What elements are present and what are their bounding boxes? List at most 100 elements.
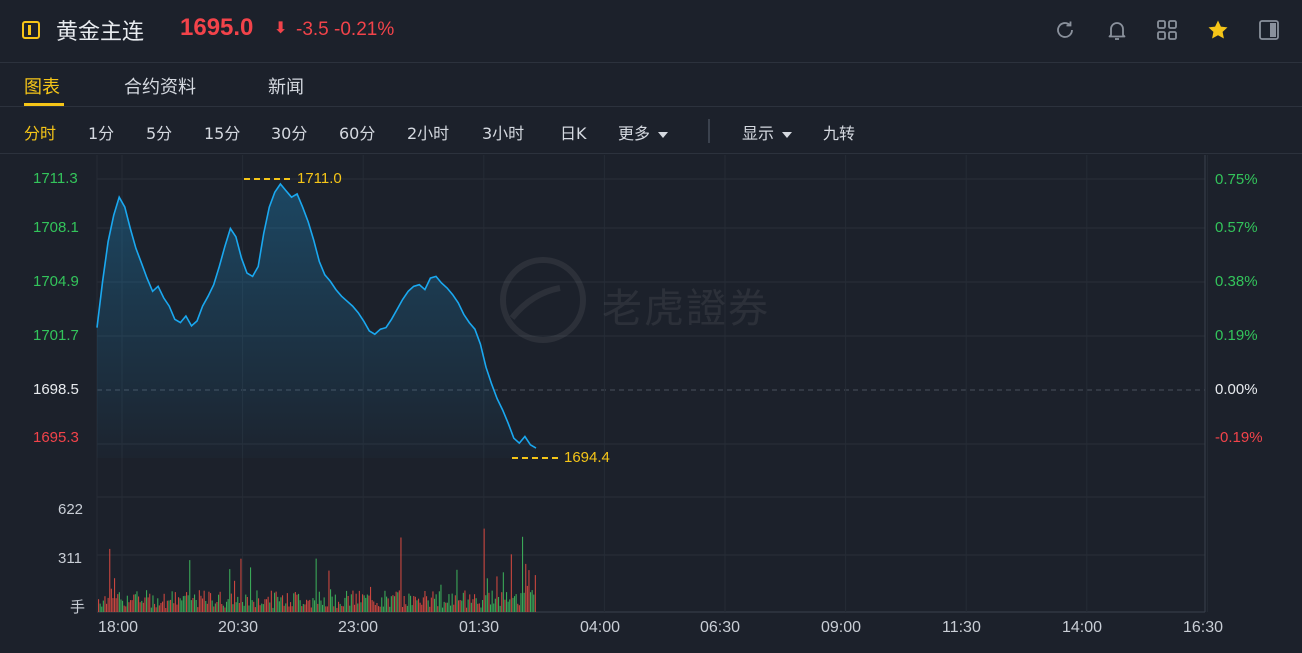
period-30min[interactable]: 30分 xyxy=(271,124,308,143)
volume-bar xyxy=(170,599,172,612)
volume-bar xyxy=(269,602,271,612)
price-tick: 1695.3 xyxy=(33,429,79,446)
volume-bar xyxy=(99,603,101,612)
period-3h[interactable]: 3小时 xyxy=(482,124,525,143)
low-label: 1694.4 xyxy=(564,449,610,466)
volume-bar xyxy=(478,603,480,612)
volume-bar xyxy=(144,597,146,612)
volume-bar xyxy=(483,528,485,612)
volume-bar xyxy=(202,598,204,612)
volume-bar xyxy=(104,596,106,612)
pct-tick: -0.19% xyxy=(1215,429,1263,446)
volume-bar xyxy=(171,591,173,612)
volume-bar xyxy=(304,604,306,612)
tab-chart[interactable]: 图表 xyxy=(24,77,60,98)
volume-bar xyxy=(112,598,114,612)
volume-bar xyxy=(474,594,476,612)
volume-bar xyxy=(456,569,458,612)
period-intraday[interactable]: 分时 xyxy=(24,124,57,143)
price-line xyxy=(96,182,537,449)
change-value: -3.5 xyxy=(296,19,329,40)
period-daily[interactable]: 日K xyxy=(560,124,587,143)
tab-contract-info[interactable]: 合约资料 xyxy=(124,77,196,98)
volume-bar xyxy=(253,601,255,612)
volume-bar xyxy=(486,578,488,612)
volume-bar xyxy=(421,604,423,612)
period-toolbar: 分时 1分 5分 15分 30分 60分 2小时 3小时 日K 更多 显示 九转 xyxy=(0,107,1302,154)
time-tick: 20:30 xyxy=(218,619,259,636)
volume-bar xyxy=(264,599,266,612)
volume-bar xyxy=(272,607,274,612)
volume-bar xyxy=(502,572,504,612)
volume-bar xyxy=(267,596,269,612)
volume-bar xyxy=(163,593,165,612)
tab-news[interactable]: 新闻 xyxy=(268,77,304,98)
volume-bar xyxy=(376,603,378,612)
volume-bar xyxy=(229,569,231,612)
period-5min[interactable]: 5分 xyxy=(146,124,173,143)
volume-bar xyxy=(181,600,183,612)
volume-bar xyxy=(240,558,242,612)
volume-bar xyxy=(306,599,308,612)
volume-bar xyxy=(232,604,234,612)
pct-tick: 0.57% xyxy=(1215,219,1258,236)
volume-bar xyxy=(203,590,205,612)
volume-bar xyxy=(190,600,192,612)
volume-bar xyxy=(501,592,503,612)
period-2h[interactable]: 2小时 xyxy=(407,124,450,143)
refresh-icon[interactable] xyxy=(1053,18,1077,42)
volume-bar xyxy=(331,596,333,612)
volume-bar xyxy=(166,600,168,612)
volume-bar xyxy=(317,603,319,612)
bell-icon[interactable] xyxy=(1105,18,1129,42)
volume-bar xyxy=(442,607,444,612)
period-1min[interactable]: 1分 xyxy=(88,124,115,143)
volume-bar xyxy=(141,600,143,612)
volume-bar xyxy=(282,595,284,612)
volume-bar xyxy=(355,593,357,612)
volume-bar xyxy=(150,607,152,612)
period-60min[interactable]: 60分 xyxy=(339,124,376,143)
volume-bar xyxy=(134,594,136,612)
volume-bar xyxy=(499,605,501,612)
star-icon[interactable] xyxy=(1206,18,1230,42)
volume-bar xyxy=(131,600,133,612)
volume-bar xyxy=(315,558,317,612)
volume-bar xyxy=(266,599,268,612)
volume-bar xyxy=(318,591,320,612)
volume-bar xyxy=(194,594,196,612)
more-label: 更多 xyxy=(618,124,651,143)
watermark-text: 老虎證券 xyxy=(602,286,770,332)
volume-bar xyxy=(312,598,314,612)
volume-bar xyxy=(328,570,330,612)
nine-turn-indicator[interactable]: 九转 xyxy=(823,124,856,143)
volume-bar xyxy=(117,594,119,612)
period-15min[interactable]: 15分 xyxy=(204,124,241,143)
volume-bar xyxy=(534,575,536,612)
volume-bar xyxy=(493,603,495,612)
volume-bar xyxy=(198,590,200,612)
volume-bar xyxy=(410,595,412,612)
volume-bar xyxy=(189,560,191,612)
volume-bar xyxy=(347,596,349,612)
volume-bar xyxy=(293,593,295,612)
volume-bar xyxy=(373,601,375,612)
volume-bar xyxy=(451,593,453,612)
volume-bar xyxy=(126,595,128,612)
pct-tick: 0.00% xyxy=(1215,381,1258,398)
volume-bar xyxy=(371,600,373,612)
sidebar-icon[interactable] xyxy=(1257,18,1281,42)
volume-bar xyxy=(429,606,431,612)
grid-icon[interactable] xyxy=(1155,18,1179,42)
display-dropdown[interactable]: 显示 xyxy=(742,120,793,144)
price-change: -3.5 -0.21% xyxy=(296,19,394,41)
volume-bar xyxy=(165,608,167,612)
pct-tick: 0.19% xyxy=(1215,327,1258,344)
volume-bar xyxy=(381,597,383,612)
volume-bar xyxy=(299,600,301,612)
more-dropdown[interactable]: 更多 xyxy=(618,120,669,144)
volume-bar xyxy=(346,590,348,612)
volume-bar xyxy=(398,590,400,612)
volume-bar xyxy=(382,606,384,612)
